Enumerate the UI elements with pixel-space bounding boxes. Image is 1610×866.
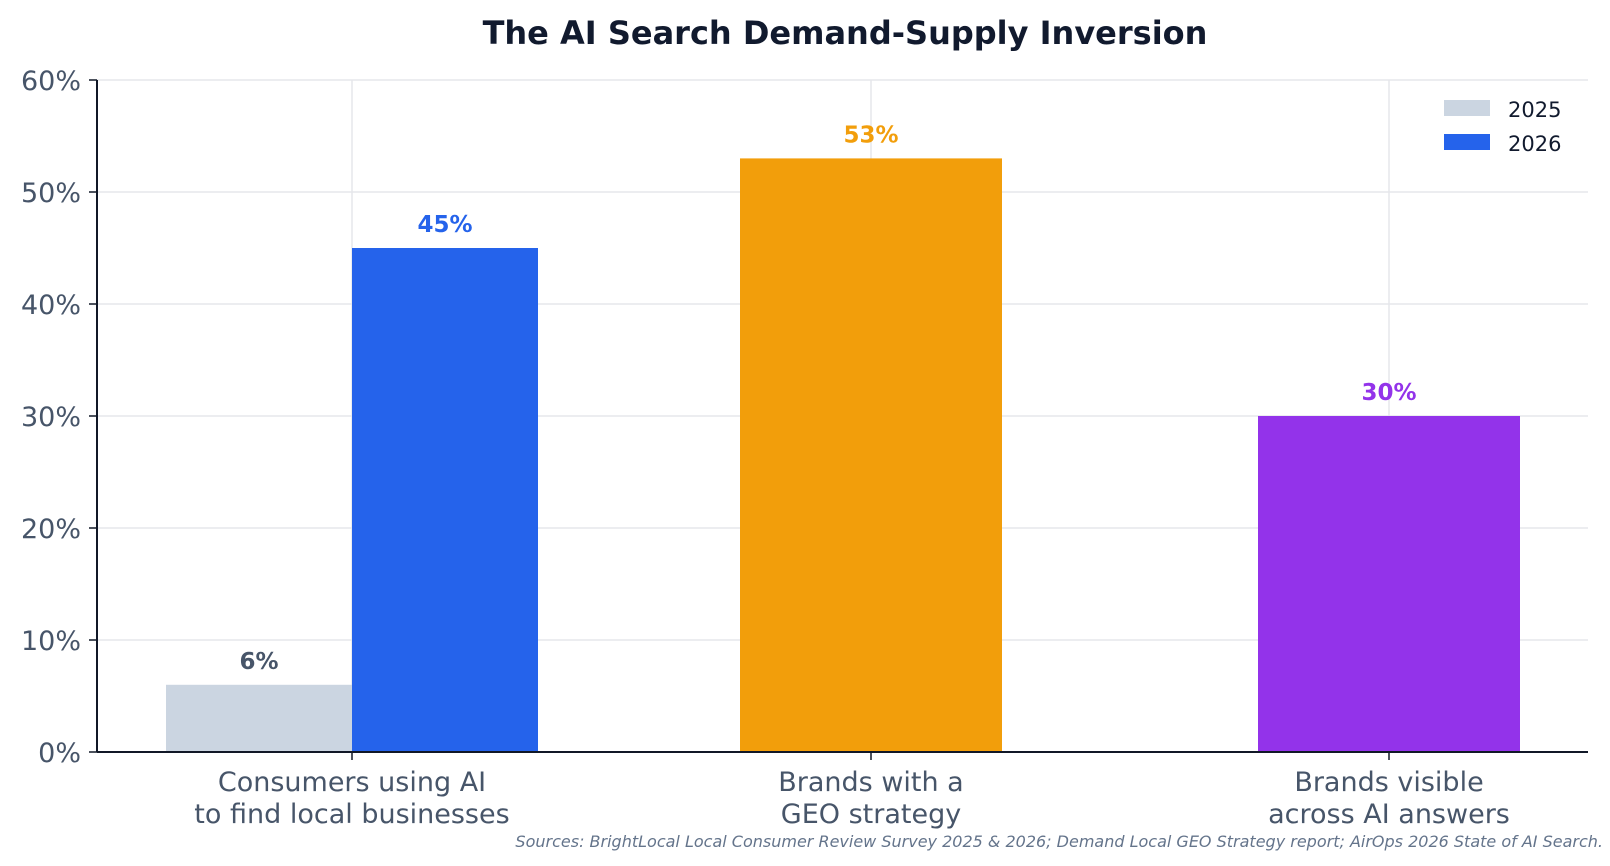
legend-label: 2026 — [1508, 132, 1561, 156]
y-tick-label: 50% — [21, 178, 81, 209]
data-label: 30% — [1361, 380, 1416, 406]
data-label: 6% — [239, 649, 278, 675]
legend: 2025 2026 — [1444, 98, 1561, 156]
bar — [1258, 416, 1520, 752]
bar — [166, 684, 352, 752]
data-labels: 6% 45% 53% 30% — [239, 122, 1416, 674]
y-tick-label: 20% — [21, 514, 81, 545]
legend-swatch — [1444, 134, 1490, 150]
data-label: 45% — [417, 212, 472, 238]
legend-swatch — [1444, 100, 1490, 116]
bar — [740, 158, 1002, 752]
x-tick-label: Brands with a — [778, 767, 963, 798]
chart-title: The AI Search Demand-Supply Inversion — [483, 14, 1208, 52]
bars — [166, 158, 1520, 752]
x-tick-label: to find local businesses — [194, 799, 509, 830]
bar — [352, 248, 538, 752]
y-tick-label: 10% — [21, 626, 81, 657]
x-tick-label: Brands visible — [1294, 767, 1483, 798]
y-tick-label: 0% — [38, 738, 81, 769]
data-label: 53% — [843, 122, 898, 148]
x-tick-label: Consumers using AI — [218, 767, 486, 798]
x-tick-label: GEO strategy — [781, 799, 961, 830]
x-tick-label: across AI answers — [1268, 799, 1510, 830]
y-tick-label: 60% — [21, 66, 81, 97]
source-note: Sources: BrightLocal Local Consumer Revi… — [515, 832, 1603, 851]
y-tick-label: 30% — [21, 402, 81, 433]
legend-label: 2025 — [1508, 98, 1561, 122]
y-tick-label: 40% — [21, 290, 81, 321]
axes: 0% 10% 20% 30% 40% 50% 60% Consumers using AIto… — [21, 66, 1588, 830]
